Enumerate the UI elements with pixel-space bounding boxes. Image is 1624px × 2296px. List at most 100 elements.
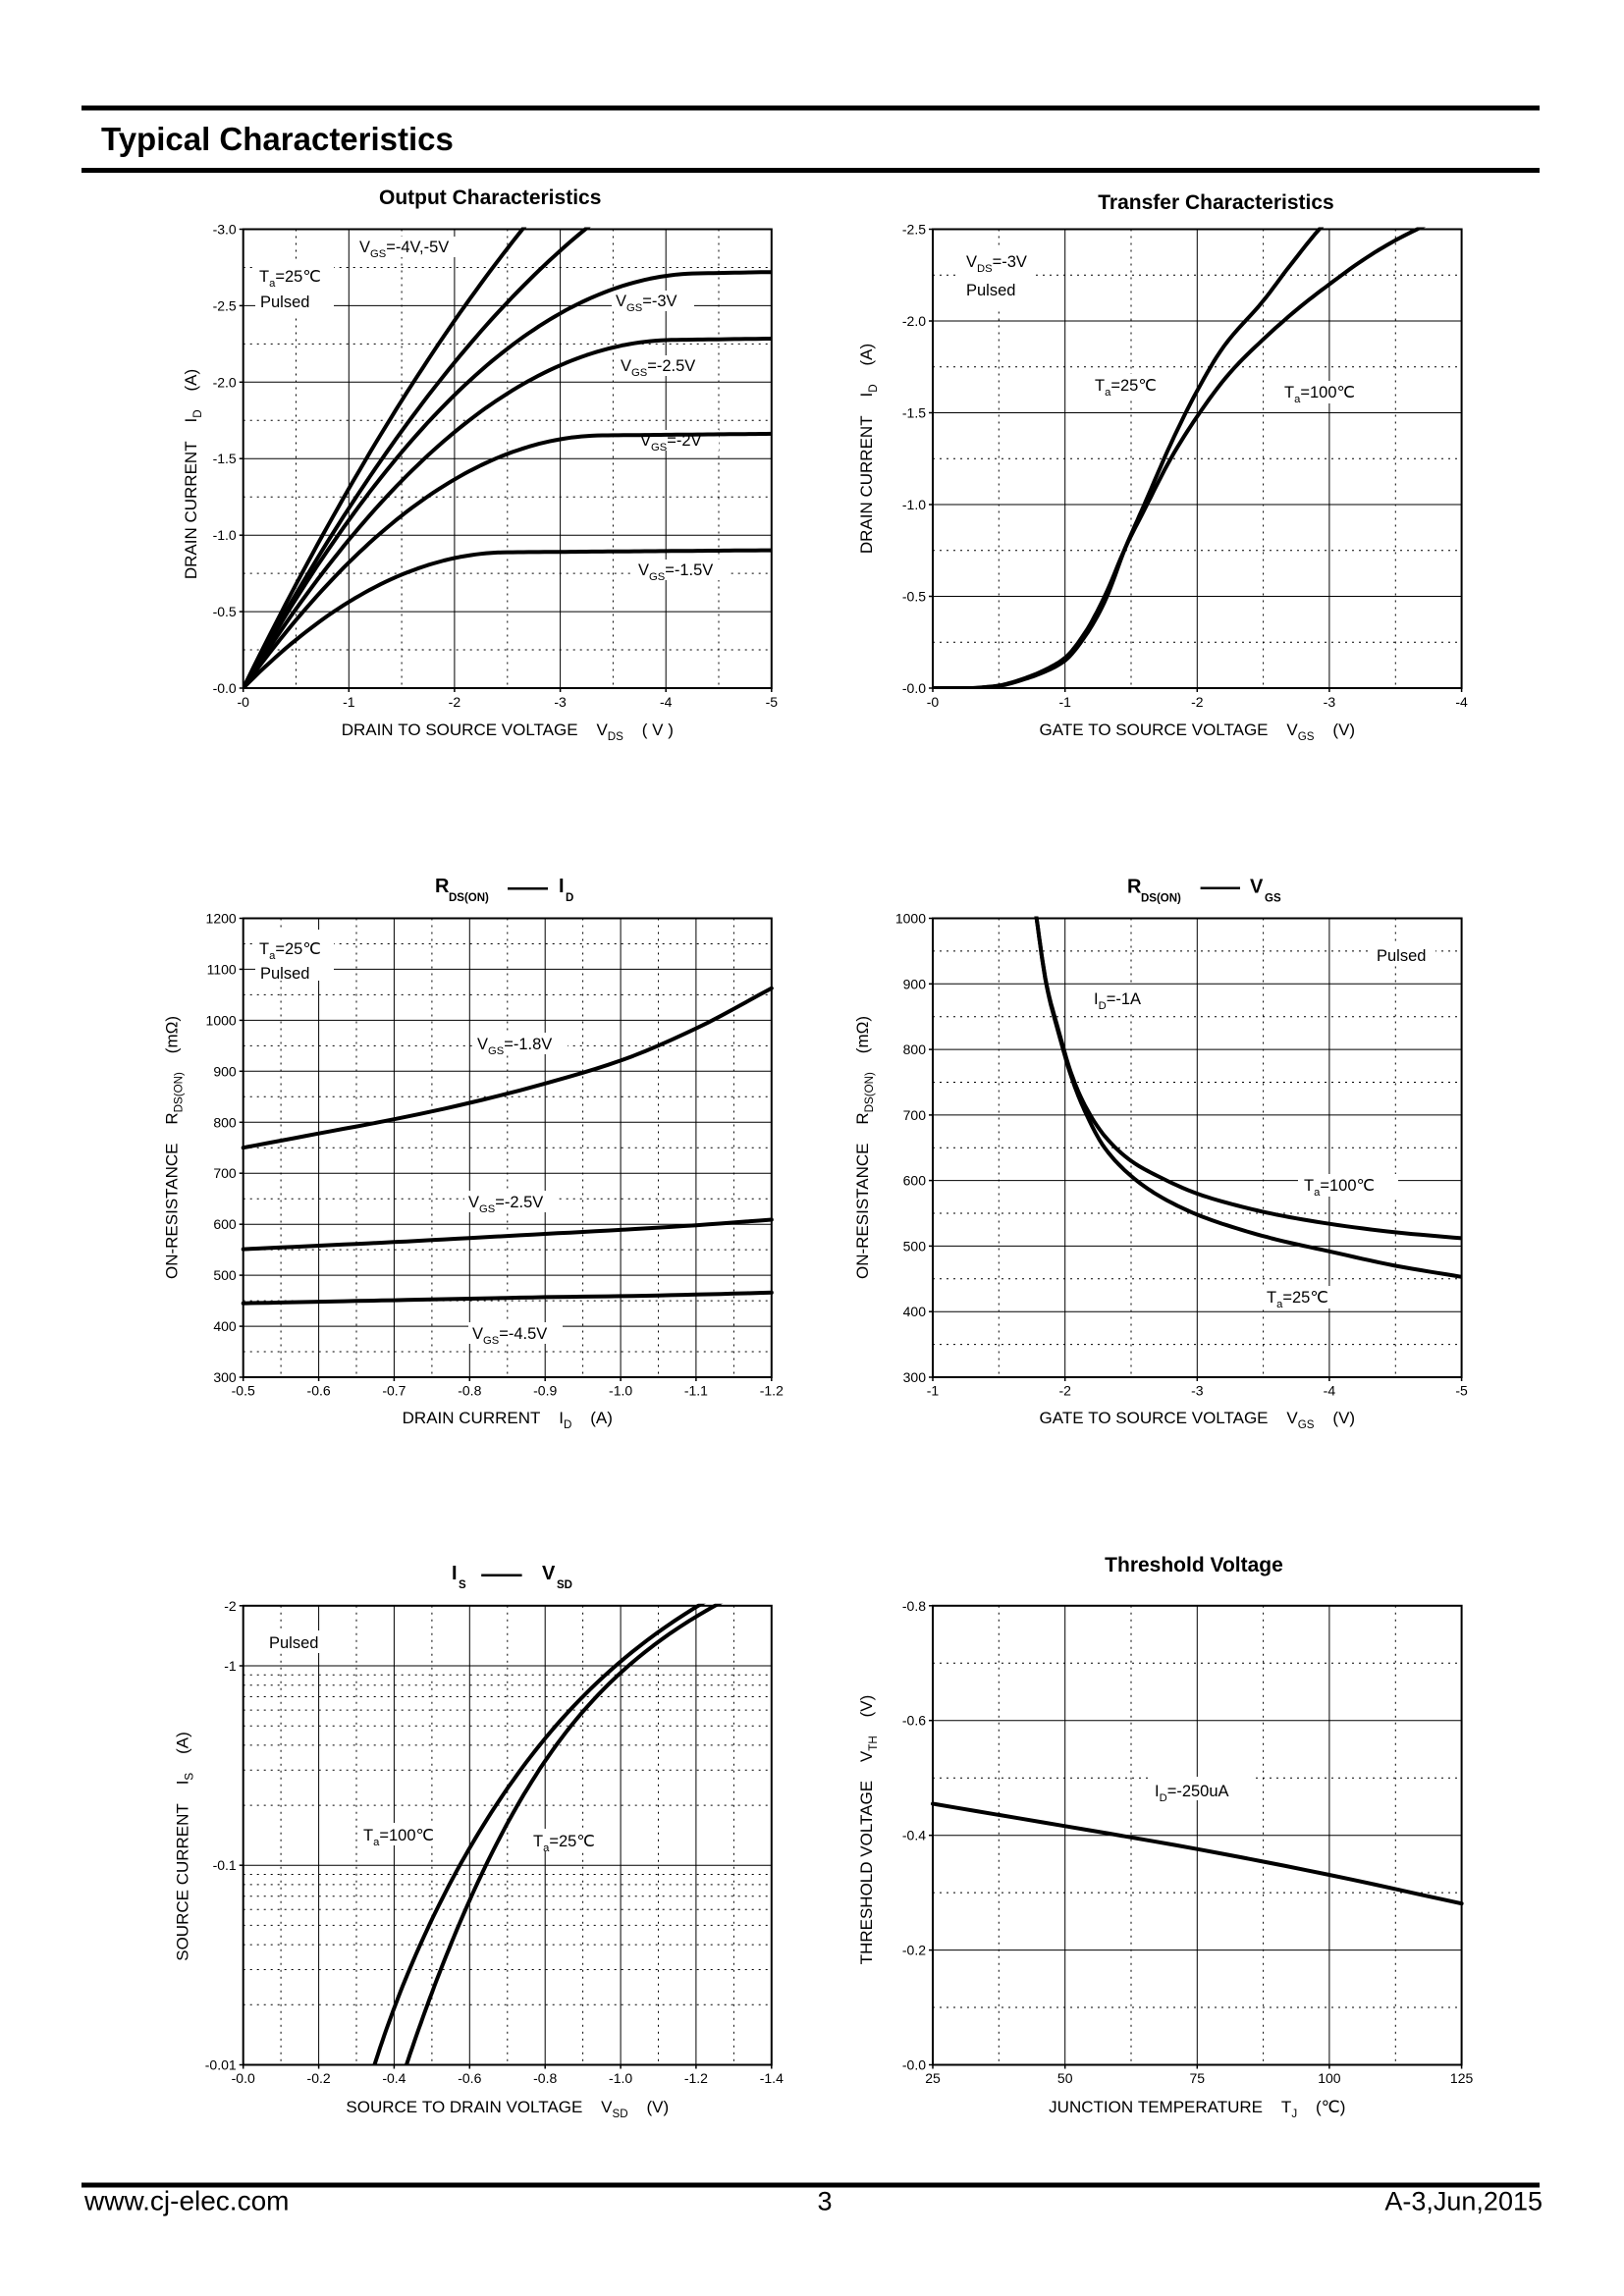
svg-text:www.cj-elec.com: www.cj-elec.com [83, 2186, 289, 2216]
svg-text:600: 600 [903, 1173, 927, 1189]
svg-text:800: 800 [213, 1114, 237, 1130]
svg-text:-5: -5 [1455, 1383, 1468, 1399]
svg-text:D: D [566, 892, 573, 904]
svg-text:Pulsed: Pulsed [1377, 947, 1426, 965]
svg-text:800: 800 [903, 1041, 927, 1057]
svg-text:Ta​=100℃: Ta​=100℃ [1304, 1177, 1375, 1199]
svg-text:I: I [559, 876, 565, 897]
svg-text:-0.0: -0.0 [902, 2057, 926, 2073]
svg-text:Output Characteristics: Output Characteristics [379, 187, 601, 209]
svg-text:R: R [435, 876, 450, 897]
svg-text:S: S [459, 1579, 466, 1591]
svg-text:Typical Characteristics: Typical Characteristics [101, 121, 454, 157]
svg-text:75: 75 [1190, 2070, 1206, 2086]
svg-text:-4: -4 [1324, 1383, 1336, 1399]
svg-text:ON-RESISTANCE RDS(ON)​ (: ON-RESISTANCE RDS(ON)​ (mΩ) [853, 1016, 876, 1279]
svg-text:DRAIN CURRENT ID​ (A): DRAIN CURRENT ID​ (A) [182, 369, 204, 579]
svg-text:VGS​=-1.5V: VGS​=-1.5V [638, 561, 713, 583]
svg-text:-1: -1 [224, 1658, 237, 1674]
svg-text:THRESHOLD VOLTAGE VTH​ (: THRESHOLD VOLTAGE VTH​ (V) [857, 1695, 880, 1965]
svg-text:-4: -4 [1455, 694, 1468, 710]
svg-text:-0.0: -0.0 [902, 680, 926, 696]
svg-text:GATE TO SOURCE VOLTAGE VGS​: GATE TO SOURCE VOLTAGE VGS​ (V) [1040, 721, 1356, 743]
svg-text:VGS​=-4.5V: VGS​=-4.5V [472, 1325, 547, 1347]
svg-text:Ta​=25℃: Ta​=25℃ [259, 940, 321, 962]
svg-text:900: 900 [213, 1063, 237, 1079]
svg-text:-0.5: -0.5 [902, 589, 926, 605]
svg-text:-3.0: -3.0 [213, 222, 237, 238]
svg-text:-3: -3 [1324, 694, 1336, 710]
svg-text:-1.4: -1.4 [760, 2070, 784, 2086]
svg-text:-2: -2 [449, 694, 461, 710]
svg-text:-3: -3 [554, 694, 567, 710]
svg-text:-2.0: -2.0 [213, 374, 237, 390]
svg-text:700: 700 [903, 1107, 927, 1123]
svg-text:400: 400 [213, 1318, 237, 1334]
svg-text:-0.1: -0.1 [213, 1857, 237, 1873]
svg-text:-0.6: -0.6 [307, 1383, 331, 1399]
svg-text:-2: -2 [1191, 694, 1204, 710]
svg-text:-1.0: -1.0 [609, 1383, 632, 1399]
svg-text:-2: -2 [224, 1598, 237, 1614]
svg-text:-0.6: -0.6 [902, 1713, 926, 1729]
svg-text:-4: -4 [660, 694, 673, 710]
svg-text:-1.0: -1.0 [902, 497, 926, 512]
svg-text:-1.1: -1.1 [684, 1383, 708, 1399]
svg-text:100: 100 [1318, 2070, 1341, 2086]
svg-text:-0: -0 [927, 694, 940, 710]
svg-text:-0.2: -0.2 [902, 1943, 926, 1958]
svg-text:1200: 1200 [206, 911, 237, 927]
svg-text:500: 500 [903, 1238, 927, 1254]
svg-text:-1.0: -1.0 [609, 2070, 632, 2086]
svg-text:125: 125 [1450, 2070, 1474, 2086]
svg-text:50: 50 [1057, 2070, 1073, 2086]
svg-text:3: 3 [817, 2187, 832, 2216]
svg-text:-1.5: -1.5 [213, 451, 237, 466]
svg-text:Pulsed: Pulsed [260, 294, 309, 311]
svg-text:-2.5: -2.5 [213, 297, 237, 313]
svg-text:1000: 1000 [895, 911, 926, 927]
svg-text:VGS​=-2.5V: VGS​=-2.5V [468, 1194, 543, 1215]
svg-text:DS(ON): DS(ON) [449, 892, 489, 904]
svg-text:Ta​=25℃: Ta​=25℃ [1267, 1289, 1328, 1310]
svg-text:600: 600 [213, 1216, 237, 1232]
svg-text:-2.5: -2.5 [902, 222, 926, 238]
svg-text:VGS​=-4V,-5V: VGS​=-4V,-5V [359, 239, 449, 260]
svg-text:900: 900 [903, 976, 927, 991]
svg-text:-2: -2 [1058, 1383, 1071, 1399]
svg-text:-0.5: -0.5 [213, 604, 237, 619]
svg-text:1100: 1100 [207, 961, 237, 977]
svg-text:300: 300 [213, 1369, 237, 1385]
svg-text:SOURCE TO DRAIN VOLTAGE VSD: SOURCE TO DRAIN VOLTAGE VSD​ (V) [346, 2098, 669, 2120]
svg-text:A-3,Jun,2015: A-3,Jun,2015 [1384, 2187, 1543, 2216]
svg-text:-0.5: -0.5 [232, 1383, 255, 1399]
svg-text:Threshold Voltage: Threshold Voltage [1105, 1554, 1283, 1576]
svg-text:DRAIN TO SOURCE VOLTAGE VDS: DRAIN TO SOURCE VOLTAGE VDS​ ( V ) [342, 721, 674, 743]
svg-text:ON-RESISTANCE RDS(ON)​ (: ON-RESISTANCE RDS(ON)​ (mΩ) [163, 1016, 186, 1279]
svg-text:V: V [1250, 877, 1264, 898]
svg-text:SD: SD [557, 1579, 572, 1591]
svg-text:DRAIN CURRENT ID​ (A): DRAIN CURRENT ID​ (A) [403, 1409, 613, 1431]
svg-text:-3: -3 [1191, 1383, 1204, 1399]
svg-text:Pulsed: Pulsed [260, 965, 309, 983]
svg-text:Ta​=100℃: Ta​=100℃ [363, 1827, 434, 1848]
svg-text:Transfer Characteristics: Transfer Characteristics [1098, 191, 1333, 214]
svg-text:-1.5: -1.5 [902, 405, 926, 421]
svg-text:-0.6: -0.6 [458, 2070, 481, 2086]
svg-text:ID​=-1A: ID​=-1A [1094, 990, 1141, 1012]
svg-text:V: V [542, 1563, 556, 1584]
svg-text:JUNCTION TEMPERATURE TJ​: JUNCTION TEMPERATURE TJ​ (℃) [1049, 2098, 1345, 2120]
svg-text:Ta​=25℃: Ta​=25℃ [1095, 377, 1157, 399]
svg-text:ID​=-250uA: ID​=-250uA [1155, 1783, 1229, 1804]
svg-text:500: 500 [213, 1267, 237, 1283]
svg-text:-1: -1 [343, 694, 355, 710]
svg-text:400: 400 [903, 1304, 927, 1319]
svg-text:GS: GS [1265, 893, 1281, 905]
svg-text:-0: -0 [237, 694, 249, 710]
svg-text:-0.8: -0.8 [902, 1598, 926, 1614]
svg-text:300: 300 [903, 1369, 927, 1385]
svg-text:25: 25 [925, 2070, 941, 2086]
svg-text:Ta​=25℃: Ta​=25℃ [533, 1833, 595, 1854]
svg-text:VGS​=-3V: VGS​=-3V [616, 293, 677, 314]
svg-text:-5: -5 [766, 694, 779, 710]
